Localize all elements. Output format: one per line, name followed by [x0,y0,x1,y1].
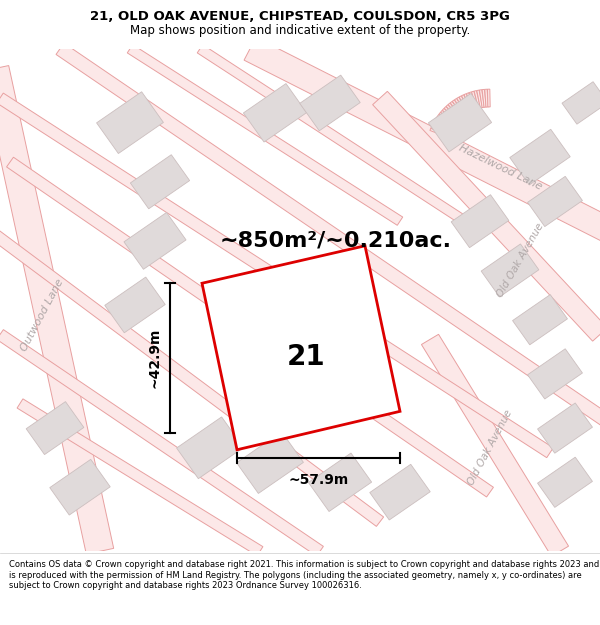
Polygon shape [487,89,490,107]
Polygon shape [439,112,455,125]
Polygon shape [0,66,113,554]
Polygon shape [244,84,307,142]
Polygon shape [432,124,449,133]
Text: Hazelwood Lane: Hazelwood Lane [457,142,543,191]
Text: ~42.9m: ~42.9m [148,328,162,388]
Polygon shape [444,106,458,121]
Polygon shape [308,453,371,511]
Polygon shape [538,457,592,508]
Polygon shape [461,95,472,112]
Polygon shape [202,246,400,450]
Polygon shape [428,93,491,152]
Polygon shape [430,128,448,137]
Polygon shape [459,96,470,112]
Text: ~57.9m: ~57.9m [289,473,349,488]
Polygon shape [450,101,463,117]
Polygon shape [485,89,488,107]
Polygon shape [434,119,451,130]
Polygon shape [448,103,461,118]
Polygon shape [464,94,473,111]
Polygon shape [127,44,403,225]
Polygon shape [481,244,539,297]
Polygon shape [124,213,186,269]
Polygon shape [105,277,165,332]
Polygon shape [512,294,568,345]
Polygon shape [472,91,479,109]
Polygon shape [466,92,475,110]
Polygon shape [437,114,454,127]
Polygon shape [440,111,456,124]
Polygon shape [17,399,263,556]
Polygon shape [474,91,481,108]
Polygon shape [452,100,464,116]
Polygon shape [477,90,482,108]
Polygon shape [431,126,448,135]
Polygon shape [421,334,569,556]
Polygon shape [7,158,493,497]
Polygon shape [261,382,319,435]
Polygon shape [527,349,583,399]
Text: Old Oak Avenue: Old Oak Avenue [495,222,545,299]
Polygon shape [0,93,553,458]
Polygon shape [446,105,460,119]
Polygon shape [0,226,383,526]
Polygon shape [482,89,487,107]
Polygon shape [197,44,483,235]
Polygon shape [176,417,244,479]
Polygon shape [0,329,323,556]
Polygon shape [469,92,477,109]
Polygon shape [236,432,304,494]
Polygon shape [457,97,468,114]
Polygon shape [300,75,360,131]
Polygon shape [455,99,466,114]
Text: Old Oak Avenue: Old Oak Avenue [466,408,514,487]
Polygon shape [56,43,600,429]
Polygon shape [510,129,570,185]
Text: Outwood Lane: Outwood Lane [19,277,65,352]
Polygon shape [50,459,110,515]
Polygon shape [97,92,163,154]
Polygon shape [562,82,600,124]
Text: 21: 21 [287,343,325,371]
Polygon shape [370,464,430,520]
Polygon shape [451,195,509,248]
Polygon shape [26,402,84,454]
Text: Contains OS data © Crown copyright and database right 2021. This information is : Contains OS data © Crown copyright and d… [9,560,599,590]
Text: ~850m²/~0.210ac.: ~850m²/~0.210ac. [220,231,452,251]
Polygon shape [433,121,450,132]
Text: Map shows position and indicative extent of the property.: Map shows position and indicative extent… [130,24,470,36]
Polygon shape [244,38,600,242]
Polygon shape [527,176,583,227]
Polygon shape [442,108,457,122]
Polygon shape [538,403,592,453]
Polygon shape [479,89,484,107]
Polygon shape [436,117,452,128]
Polygon shape [130,155,190,209]
Polygon shape [373,91,600,341]
Text: 21, OLD OAK AVENUE, CHIPSTEAD, COULSDON, CR5 3PG: 21, OLD OAK AVENUE, CHIPSTEAD, COULSDON,… [90,10,510,22]
